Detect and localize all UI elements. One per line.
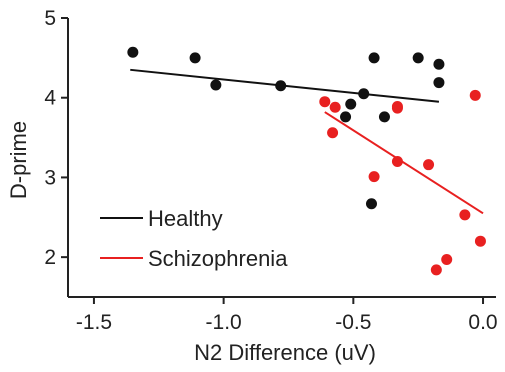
x-tick-label: -1.5 [76, 311, 112, 334]
point-healthy [345, 98, 357, 110]
fit-line-schizophrenia [324, 111, 484, 215]
y-tick-label: 4 [44, 87, 56, 110]
fit-lines [130, 68, 484, 215]
point-healthy [368, 52, 380, 64]
point-schizophrenia [368, 171, 380, 183]
point-schizophrenia [319, 96, 331, 108]
point-healthy [433, 77, 445, 89]
legend: Healthy Schizophrenia [100, 206, 288, 271]
y-tick-label: 5 [44, 7, 56, 30]
point-schizophrenia [391, 155, 403, 167]
x-tick-label: -1.0 [206, 311, 242, 334]
point-healthy [210, 79, 222, 91]
point-schizophrenia [329, 101, 341, 113]
point-schizophrenia [469, 89, 481, 101]
point-schizophrenia [391, 100, 403, 112]
point-healthy [378, 111, 390, 123]
point-healthy [189, 52, 201, 64]
point-healthy [340, 111, 352, 123]
x-tick-label: -0.5 [335, 311, 371, 334]
data-points [127, 46, 486, 276]
point-schizophrenia [327, 127, 339, 139]
legend-label-schizophrenia: Schizophrenia [148, 246, 288, 271]
y-tick-label: 3 [44, 166, 56, 189]
x-axis-label: N2 Difference (uV) [194, 340, 376, 365]
point-healthy [412, 52, 424, 64]
y-tick-label: 2 [44, 246, 56, 269]
y-axis-label: D-prime [6, 121, 31, 199]
point-healthy [275, 80, 287, 92]
point-healthy [358, 88, 370, 100]
point-healthy [365, 198, 377, 210]
point-schizophrenia [459, 209, 471, 221]
legend-label-healthy: Healthy [148, 206, 223, 231]
x-tick-label: 0.0 [468, 311, 497, 334]
point-schizophrenia [441, 254, 453, 266]
x-ticks: -1.5 -1.0 -0.5 0.0 [76, 297, 498, 334]
y-ticks: 2 3 4 5 [44, 7, 68, 269]
point-healthy [433, 58, 445, 70]
point-schizophrenia [423, 159, 435, 171]
point-schizophrenia [430, 264, 442, 276]
point-healthy [127, 46, 139, 58]
point-schizophrenia [474, 235, 486, 247]
